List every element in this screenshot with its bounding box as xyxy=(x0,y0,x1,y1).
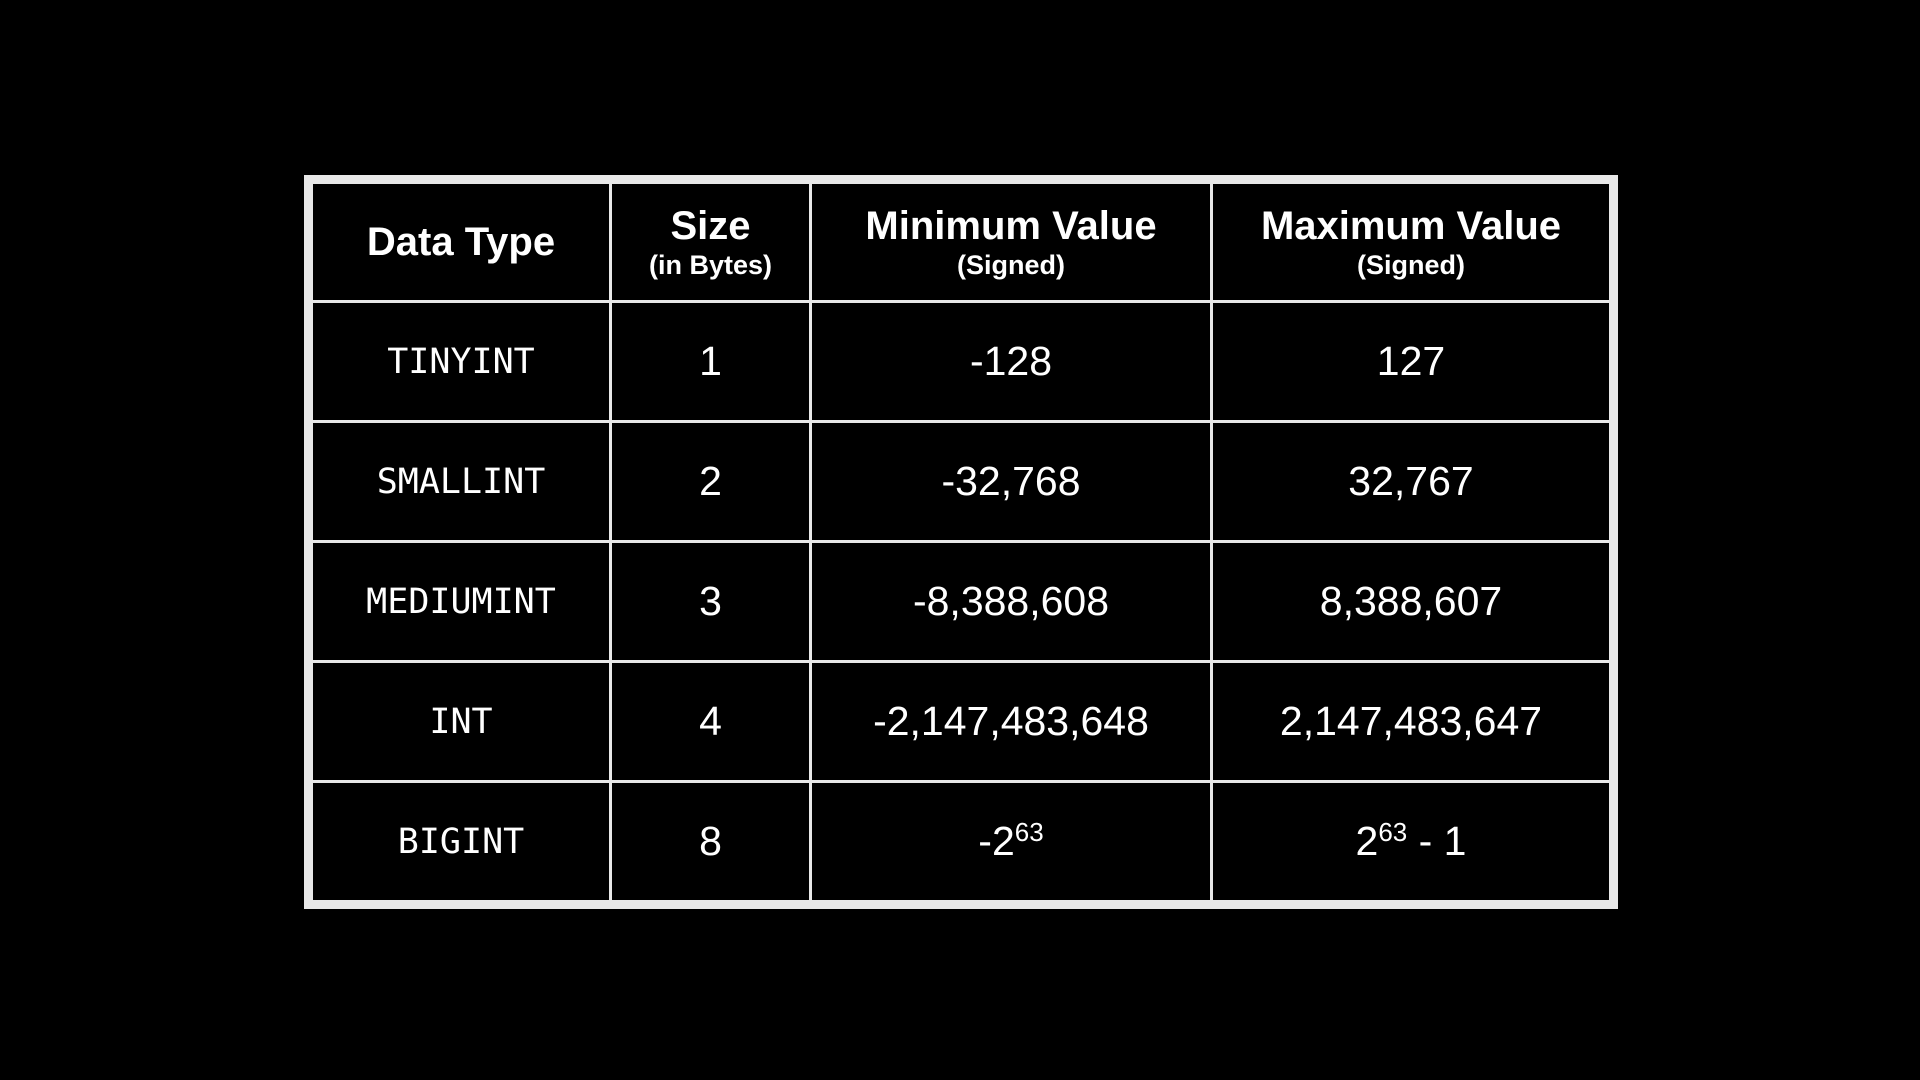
cell-size: 2 xyxy=(612,423,809,540)
header-title: Minimum Value xyxy=(865,204,1157,248)
header-title: Size xyxy=(670,204,751,248)
header-data-type: Data Type xyxy=(313,184,609,300)
cell-max: 2,147,483,647 xyxy=(1213,663,1609,780)
integer-types-table: Data Type Size (in Bytes) Minimum Value (S… xyxy=(304,175,1618,909)
max-base: 2 xyxy=(1355,818,1379,864)
header-maximum: Maximum Value (Signed) xyxy=(1213,184,1609,300)
cell-min: -263 xyxy=(812,783,1210,900)
header-subtitle: (in Bytes) xyxy=(648,250,773,280)
header-size: Size (in Bytes) xyxy=(612,184,809,300)
cell-max: 8,388,607 xyxy=(1213,543,1609,660)
cell-size: 8 xyxy=(612,783,809,900)
cell-max: 263 - 1 xyxy=(1213,783,1609,900)
header-title: Maximum Value xyxy=(1260,204,1562,248)
min-base: -2 xyxy=(978,818,1015,864)
cell-size: 1 xyxy=(612,303,809,420)
max-exponent: 63 xyxy=(1378,817,1408,847)
cell-min: -32,768 xyxy=(812,423,1210,540)
header-minimum: Minimum Value (Signed) xyxy=(812,184,1210,300)
cell-max: 32,767 xyxy=(1213,423,1609,540)
cell-type: MEDIUMINT xyxy=(313,543,609,660)
cell-min: -128 xyxy=(812,303,1210,420)
min-exponent: 63 xyxy=(1014,817,1044,847)
header-subtitle: (Signed) xyxy=(1357,250,1465,280)
cell-size: 4 xyxy=(612,663,809,780)
cell-type: BIGINT xyxy=(313,783,609,900)
cell-size: 3 xyxy=(612,543,809,660)
cell-type: SMALLINT xyxy=(313,423,609,540)
cell-max: 127 xyxy=(1213,303,1609,420)
cell-type: INT xyxy=(313,663,609,780)
cell-type: TINYINT xyxy=(313,303,609,420)
max-suffix: - 1 xyxy=(1407,818,1467,864)
cell-min: -2,147,483,648 xyxy=(812,663,1210,780)
cell-min: -8,388,608 xyxy=(812,543,1210,660)
header-title: Data Type xyxy=(366,220,556,264)
header-subtitle: (Signed) xyxy=(957,250,1065,280)
